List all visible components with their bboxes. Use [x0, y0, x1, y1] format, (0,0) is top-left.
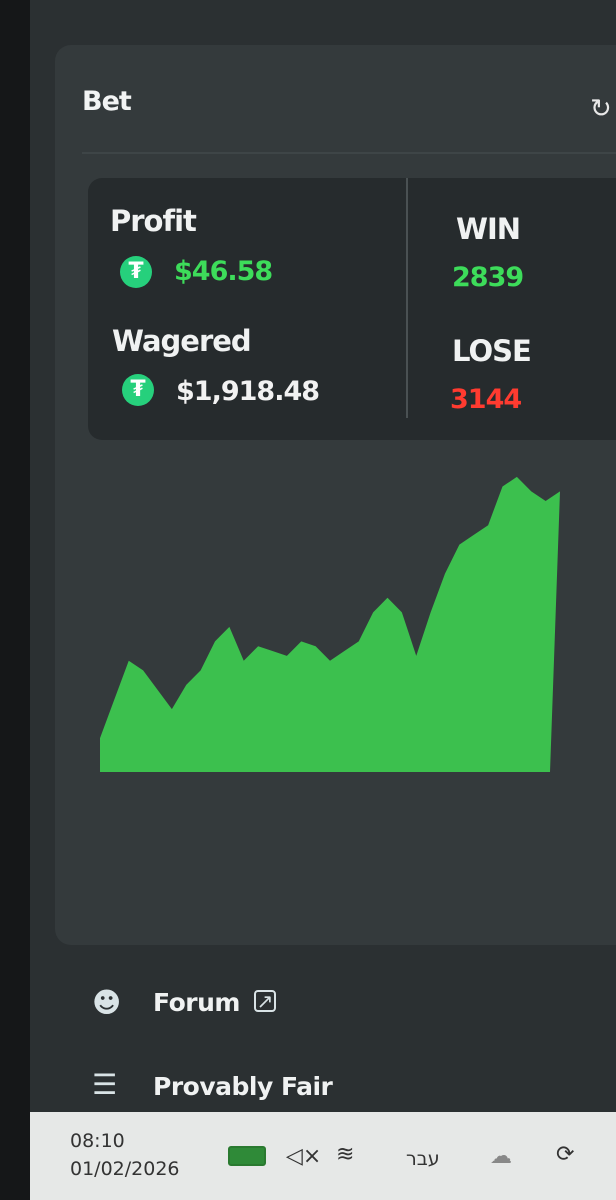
sync-icon[interactable]: ⟳ — [556, 1142, 575, 1167]
wagered-label: Wagered — [112, 324, 252, 358]
onedrive-icon[interactable]: ☁ — [490, 1144, 512, 1169]
screen-bezel — [0, 0, 30, 1200]
wifi-icon[interactable]: ≋ — [336, 1142, 355, 1167]
nav-provably-fair[interactable]: Provably Fair — [153, 1072, 333, 1101]
clock-date[interactable]: 01/02/2026 — [70, 1158, 180, 1180]
win-value: 2839 — [452, 262, 524, 293]
profit-label: Profit — [110, 204, 197, 238]
wagered-value: $1,918.48 — [176, 376, 320, 407]
win-label: WIN — [456, 212, 521, 246]
taskbar: 08:10 01/02/2026 ◁× ≋ עבר ☁ ⟳ — [30, 1112, 616, 1200]
nav-forum[interactable]: Forum — [153, 988, 240, 1017]
lose-value: 3144 — [450, 384, 522, 415]
tether-icon: ₮ — [120, 256, 152, 288]
profit-value: $46.58 — [174, 256, 273, 287]
scale-icon: ☰ — [92, 1068, 118, 1101]
lose-label: LOSE — [452, 334, 532, 368]
clock-time[interactable]: 08:10 — [70, 1130, 125, 1152]
tether-icon: ₮ — [122, 374, 154, 406]
language-indicator[interactable]: עבר — [406, 1148, 440, 1170]
divider — [82, 152, 616, 154]
battery-icon[interactable] — [228, 1146, 266, 1166]
refresh-icon[interactable]: ↻ — [590, 94, 612, 124]
external-link-icon[interactable]: ↗ — [254, 990, 276, 1012]
forum-icon: ☻ — [92, 986, 122, 1019]
stats-divider — [406, 178, 408, 418]
mute-icon[interactable]: ◁× — [286, 1144, 322, 1169]
panel-title: Bet — [82, 86, 132, 117]
profit-area — [100, 476, 560, 772]
stats-box: Profit ₮ $46.58 Wagered ₮ $1,918.48 WIN … — [88, 178, 616, 440]
